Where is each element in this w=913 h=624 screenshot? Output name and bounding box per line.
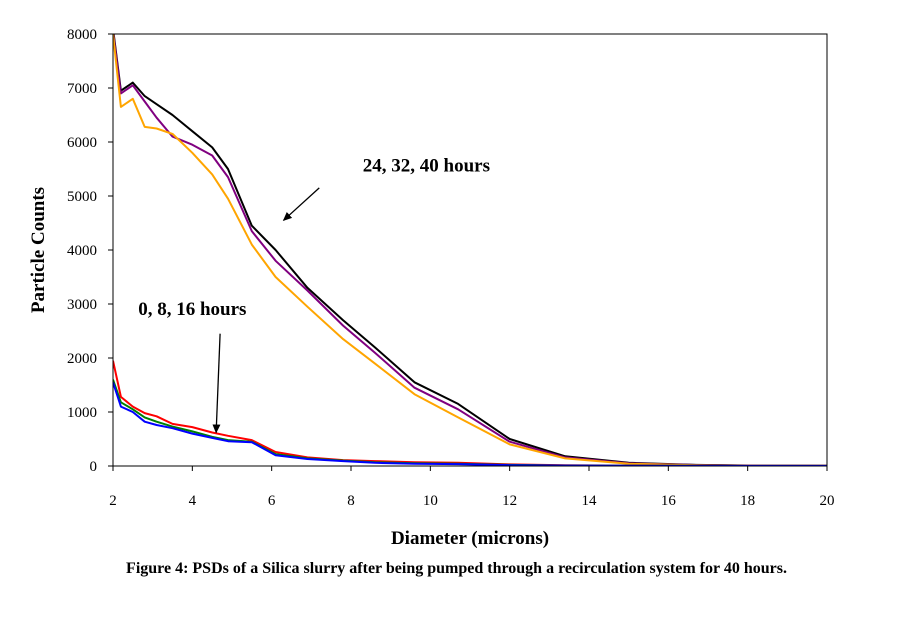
annotation-label: 0, 8, 16 hours (138, 299, 246, 320)
series-line-1 (113, 34, 827, 466)
x-axis-title: Diameter (microns) (391, 528, 549, 549)
annotation-arrow (212, 333, 221, 434)
x-tick-label: 14 (582, 493, 598, 509)
plot-area (112, 33, 828, 467)
figure-caption: Figure 4: PSDs of a Silica slurry after … (126, 560, 787, 577)
y-tick-label: 5000 (67, 189, 97, 205)
y-tick-label: 0 (90, 459, 98, 475)
x-tick-label: 18 (740, 493, 755, 509)
x-tick-label: 12 (502, 493, 517, 509)
series-line-4 (113, 360, 827, 466)
x-axis: 2 4 6 8 10 12 14 16 18 20 (109, 466, 835, 509)
x-tick-label: 16 (661, 493, 677, 509)
y-axis-title: Particle Counts (28, 187, 49, 313)
y-tick-label: 1000 (67, 405, 97, 421)
x-tick-label: 2 (109, 493, 117, 509)
x-tick-label: 6 (268, 493, 276, 509)
series-line-2 (113, 34, 827, 466)
annotation-arrow (282, 187, 320, 221)
y-tick-label: 4000 (67, 243, 97, 259)
x-tick-label: 8 (347, 493, 355, 509)
y-tick-label: 2000 (67, 351, 97, 367)
y-tick-label: 8000 (67, 27, 97, 43)
series-line-3 (113, 34, 827, 466)
y-axis: 0 1000 2000 3000 4000 5000 6000 7000 8000 (67, 27, 113, 475)
y-tick-label: 6000 (67, 135, 97, 151)
series-layer (113, 34, 827, 466)
x-tick-label: 20 (820, 493, 835, 509)
x-tick-label: 10 (423, 493, 438, 509)
y-tick-label: 3000 (67, 297, 97, 313)
x-tick-label: 4 (189, 493, 197, 509)
y-tick-label: 7000 (67, 81, 97, 97)
annotation-label: 24, 32, 40 hours (363, 156, 490, 177)
annotations: 24, 32, 40 hours 0, 8, 16 hours (138, 156, 490, 434)
